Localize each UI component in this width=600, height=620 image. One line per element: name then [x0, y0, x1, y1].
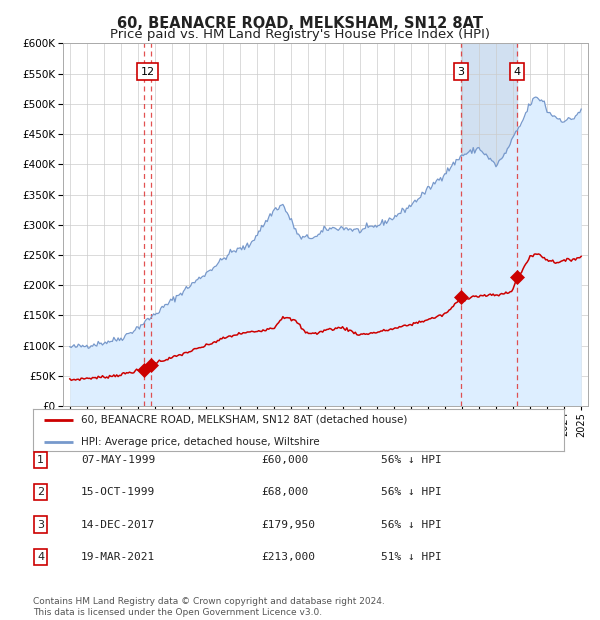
- Text: 19-MAR-2021: 19-MAR-2021: [81, 552, 155, 562]
- Text: 60, BEANACRE ROAD, MELKSHAM, SN12 8AT: 60, BEANACRE ROAD, MELKSHAM, SN12 8AT: [117, 16, 483, 30]
- Text: Price paid vs. HM Land Registry's House Price Index (HPI): Price paid vs. HM Land Registry's House …: [110, 28, 490, 41]
- Text: 4: 4: [513, 67, 520, 77]
- Text: HPI: Average price, detached house, Wiltshire: HPI: Average price, detached house, Wilt…: [81, 437, 319, 447]
- Text: 15-OCT-1999: 15-OCT-1999: [81, 487, 155, 497]
- Text: 07-MAY-1999: 07-MAY-1999: [81, 455, 155, 465]
- Text: 56% ↓ HPI: 56% ↓ HPI: [381, 487, 442, 497]
- Text: £213,000: £213,000: [261, 552, 315, 562]
- Text: 3: 3: [37, 520, 44, 529]
- Bar: [461, 43, 517, 406]
- Text: 56% ↓ HPI: 56% ↓ HPI: [381, 520, 442, 529]
- Text: £68,000: £68,000: [261, 487, 308, 497]
- Text: 1: 1: [37, 455, 44, 465]
- Text: 12: 12: [140, 67, 155, 77]
- Text: £60,000: £60,000: [261, 455, 308, 465]
- Text: 14-DEC-2017: 14-DEC-2017: [81, 520, 155, 529]
- Text: 4: 4: [37, 552, 44, 562]
- Text: £179,950: £179,950: [261, 520, 315, 529]
- Text: 2: 2: [37, 487, 44, 497]
- Text: 3: 3: [458, 67, 464, 77]
- Text: Contains HM Land Registry data © Crown copyright and database right 2024.
This d: Contains HM Land Registry data © Crown c…: [33, 598, 385, 617]
- Text: 60, BEANACRE ROAD, MELKSHAM, SN12 8AT (detached house): 60, BEANACRE ROAD, MELKSHAM, SN12 8AT (d…: [81, 415, 407, 425]
- Text: 56% ↓ HPI: 56% ↓ HPI: [381, 455, 442, 465]
- Text: 51% ↓ HPI: 51% ↓ HPI: [381, 552, 442, 562]
